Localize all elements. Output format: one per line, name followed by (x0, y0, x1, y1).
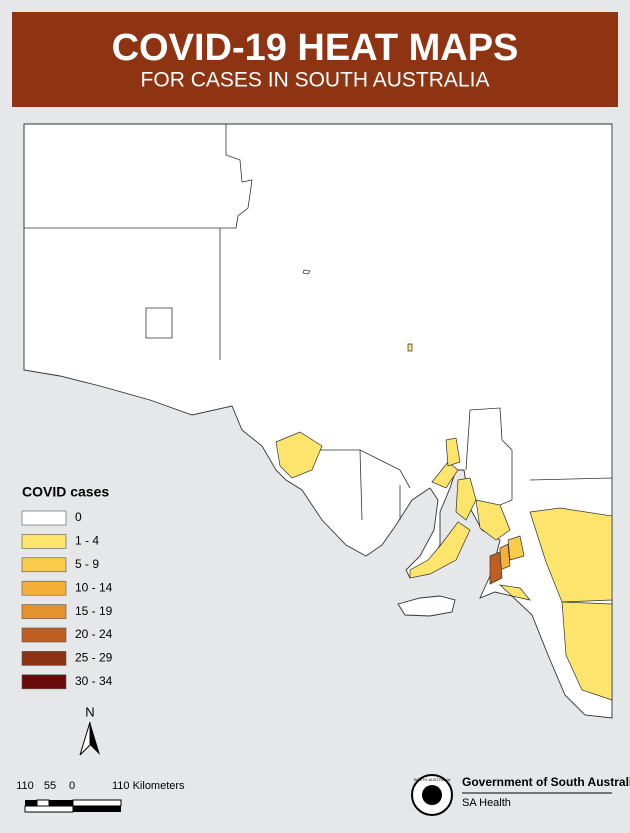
legend-swatch (21, 534, 67, 549)
scale-seg (73, 806, 121, 812)
region (498, 584, 531, 601)
scale-label: 110 Kilometers (112, 780, 185, 792)
legend-swatch (21, 627, 67, 643)
kangaroo-island (397, 595, 456, 617)
scale-seg (49, 800, 73, 806)
legend-label: 20 - 24 (75, 627, 113, 641)
region (275, 431, 323, 479)
arrow-right (90, 722, 100, 755)
legend-label: 15 - 19 (75, 604, 113, 618)
organization: Government of South Australia (462, 775, 630, 789)
legend-label: 10 - 14 (75, 580, 113, 594)
region (409, 521, 471, 579)
region (455, 477, 477, 521)
scale-seg (25, 800, 37, 806)
emblem-center (422, 785, 442, 805)
region (529, 507, 613, 603)
legend-swatch (21, 557, 67, 573)
legend-title: COVID cases (22, 484, 109, 500)
logo: SOUTH AUSTRALIA Government of South Aust… (411, 774, 630, 816)
legend-label: 0 (75, 510, 82, 524)
title: COVID-19 HEAT MAPS (112, 27, 519, 69)
mainland (23, 123, 613, 719)
legend-label: 1 - 4 (75, 534, 99, 548)
region (499, 543, 511, 571)
legend-label: 5 - 9 (75, 557, 99, 571)
department: SA Health (462, 797, 511, 809)
header-band (12, 12, 618, 107)
region (507, 535, 525, 561)
map (23, 123, 613, 719)
legend-swatch (21, 674, 67, 690)
scale-seg (36, 799, 50, 807)
region (407, 343, 413, 352)
boundaries (23, 124, 613, 521)
legend: COVID cases 0 1 - 4 5 - 9 10 - 14 15 - 19 20 … (21, 484, 113, 690)
north-label: N (85, 704, 94, 719)
scale-bar: 110 55 0 110 Kilometers (16, 780, 185, 813)
region (561, 601, 613, 701)
scale-seg (24, 805, 74, 813)
legend-label: 30 - 34 (75, 674, 113, 688)
scale-label: 0 (69, 780, 75, 792)
region (431, 461, 459, 489)
scale-seg (72, 799, 122, 807)
scale-label: 110 (16, 780, 34, 792)
region (489, 551, 503, 585)
emblem-text: SOUTH AUSTRALIA (413, 777, 450, 782)
lake (302, 269, 311, 275)
subtitle: FOR CASES IN SOUTH AUSTRALIA (141, 69, 490, 92)
scale-label: 55 (44, 780, 56, 792)
legend-swatch (21, 604, 67, 619)
north-arrow: N (79, 704, 100, 756)
legend-swatch (21, 510, 67, 526)
legend-label: 25 - 29 (75, 651, 113, 665)
region (445, 437, 461, 467)
legend-swatch (21, 580, 67, 596)
region (475, 499, 511, 541)
legend-swatch (21, 651, 67, 666)
